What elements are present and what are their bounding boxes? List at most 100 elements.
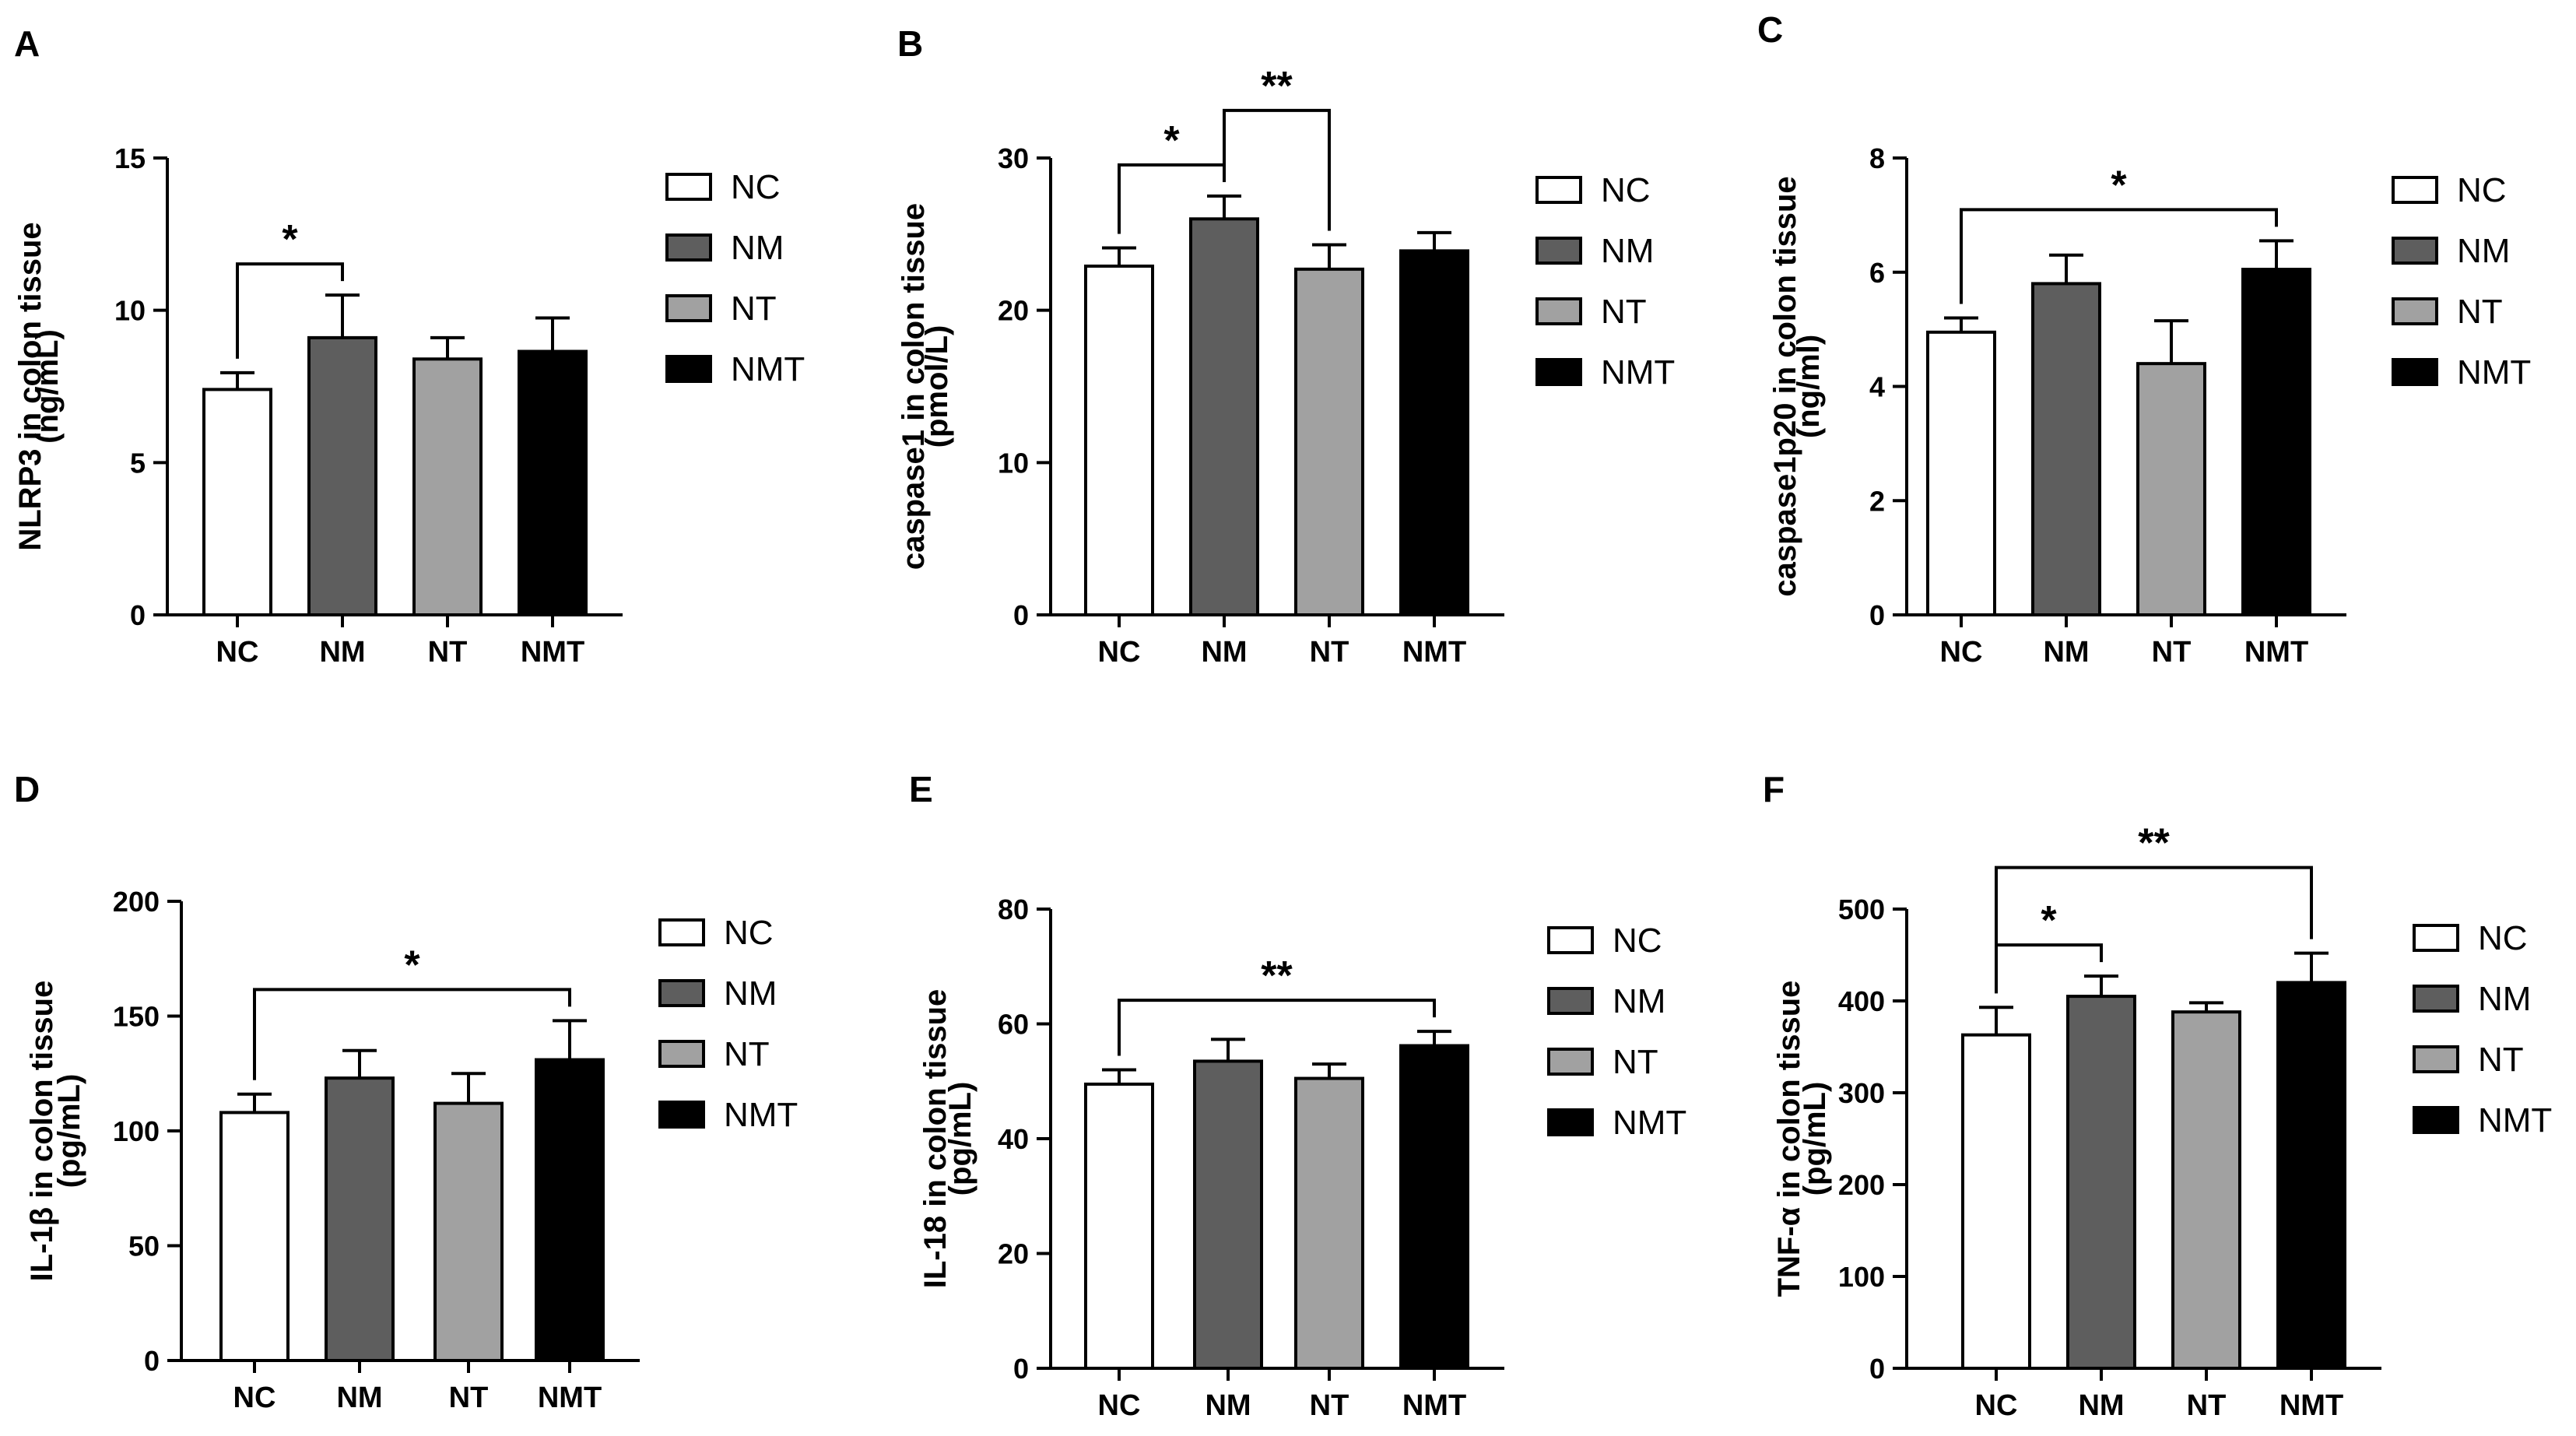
legend-label-nmt: NMT: [2457, 353, 2531, 391]
y-axis-label: caspase1 in colon tissue: [897, 203, 931, 570]
panel-d: D IL-1β in colon tissue(pg/mL) 0 50 100 150 20…: [14, 769, 798, 1414]
bar-nt: [2171, 1010, 2241, 1371]
y-axis-unit: (ng/mL): [30, 329, 65, 444]
y-axis-label: IL-18 in colon tissue: [918, 989, 953, 1289]
bar-nmt: [1399, 249, 1469, 616]
significance-marker: *: [2111, 163, 2127, 208]
legend-label-nc: NC: [2457, 171, 2507, 209]
y-axis-label: IL-1β in colon tissue: [25, 981, 59, 1282]
bar-nt: [1294, 1076, 1364, 1370]
x-tick-label: NT: [449, 1382, 489, 1414]
x-tick-label: NMT: [2279, 1389, 2343, 1422]
x-tick-label: NMT: [538, 1382, 602, 1414]
significance-bracket: [236, 262, 344, 359]
legend-swatch-nmt: [658, 1101, 705, 1129]
x-tick-label: NMT: [521, 636, 584, 669]
y-axis-unit: (pg/mL): [52, 1074, 86, 1188]
legend-label-nt: NT: [724, 1035, 770, 1073]
bar-nmt: [518, 349, 588, 616]
significance-marker: *: [2041, 898, 2057, 943]
panel-letter: E: [909, 769, 933, 809]
panel-letter: C: [1757, 9, 1783, 50]
bar-nm: [1189, 217, 1259, 616]
x-tick-label: NMT: [2244, 636, 2308, 669]
significance-marker: *: [404, 943, 420, 988]
y-tick-label: 50: [128, 1231, 160, 1262]
legend-label-nm: NM: [2457, 232, 2510, 270]
bar-nmt: [2276, 981, 2346, 1371]
legend-swatch-nm: [665, 233, 712, 262]
x-tick-label: NM: [2043, 636, 2089, 669]
y-tick-label: 8: [1869, 142, 1885, 174]
bar-nt: [2136, 362, 2206, 616]
significance-bracket: [1995, 865, 2313, 994]
y-tick-label: 0: [1013, 599, 1029, 631]
legend-swatch-nm: [2392, 237, 2438, 265]
y-axis-unit: (ng/ml): [1792, 335, 1826, 438]
significance-bracket: [1995, 943, 2103, 994]
legend-swatch-nc: [1535, 176, 1582, 204]
x-tick-label: NT: [2187, 1389, 2227, 1422]
bar-nm: [325, 1076, 395, 1363]
significance-marker: **: [1261, 953, 1293, 999]
y-axis-label: TNF-α in colon tissue: [1772, 981, 1806, 1297]
legend-label-nm: NM: [2478, 980, 2531, 1018]
legend-label-nmt: NMT: [731, 350, 805, 388]
legend-swatch-nmt: [1535, 358, 1582, 386]
x-tick-label: NT: [2152, 636, 2192, 669]
x-tick-label: NC: [1975, 1389, 2018, 1422]
x-tick-label: NT: [1310, 1389, 1349, 1422]
bar-nc: [219, 1111, 290, 1363]
legend-swatch-nt: [1535, 297, 1582, 325]
bar-nm: [1193, 1059, 1263, 1370]
bar-nt: [1294, 267, 1364, 616]
legend-swatch-nm: [1535, 237, 1582, 265]
x-tick-label: NT: [428, 636, 468, 669]
significance-bracket: [1118, 999, 1436, 1056]
bar-nmt: [1399, 1044, 1469, 1371]
panel-letter: F: [1763, 769, 1785, 809]
x-tick-label: NC: [216, 636, 259, 669]
bar-nt: [412, 357, 483, 616]
y-tick-label: 40: [998, 1123, 1029, 1155]
legend-swatch-nm: [658, 979, 705, 1007]
y-tick-label: 5: [130, 447, 146, 479]
legend-label-nc: NC: [724, 914, 774, 952]
y-tick-label: 400: [1838, 985, 1885, 1017]
y-tick-label: 60: [998, 1009, 1029, 1041]
y-tick-label: 500: [1838, 894, 1885, 925]
bar-nc: [1961, 1033, 2031, 1371]
significance-marker: *: [282, 217, 298, 262]
y-tick-label: 10: [998, 447, 1029, 479]
y-axis-label: caspase1p20 in colon tissue: [1768, 176, 1802, 596]
x-tick-label: NC: [1098, 1389, 1141, 1422]
x-tick-label: NMT: [1402, 1389, 1466, 1422]
legend-label-nt: NT: [2478, 1041, 2524, 1079]
legend-label-nm: NM: [731, 229, 784, 267]
legend-swatch-nm: [2413, 985, 2459, 1013]
bar-nc: [1926, 330, 1996, 616]
y-axis-unit: (pg/mL): [943, 1082, 977, 1196]
y-tick-label: 100: [1838, 1261, 1885, 1293]
y-tick-label: 100: [113, 1115, 160, 1147]
y-axis-label: NLRP3 in colon tissue: [13, 222, 47, 550]
legend-label-nm: NM: [724, 974, 777, 1013]
significance-bracket: [1223, 108, 1331, 231]
legend-swatch-nc: [2413, 924, 2459, 952]
y-tick-label: 10: [114, 295, 146, 327]
bar-nt: [433, 1101, 504, 1362]
y-tick-label: 0: [1869, 1353, 1885, 1385]
panel-e: E IL-18 in colon tissue(pg/mL) 0 20 40 60 80 NC…: [909, 769, 1686, 1422]
legend-label-nt: NT: [2457, 293, 2503, 331]
x-tick-label: NM: [1205, 1389, 1251, 1422]
legend-swatch-nt: [2413, 1045, 2459, 1073]
x-tick-label: NC: [233, 1382, 276, 1414]
legend-swatch-nc: [665, 173, 712, 201]
significance-marker: **: [2138, 821, 2170, 866]
bar-nm: [2066, 995, 2136, 1370]
panel-letter: D: [14, 769, 40, 809]
bar-nc: [202, 388, 272, 616]
legend-swatch-nt: [665, 294, 712, 322]
y-tick-label: 80: [998, 894, 1029, 925]
